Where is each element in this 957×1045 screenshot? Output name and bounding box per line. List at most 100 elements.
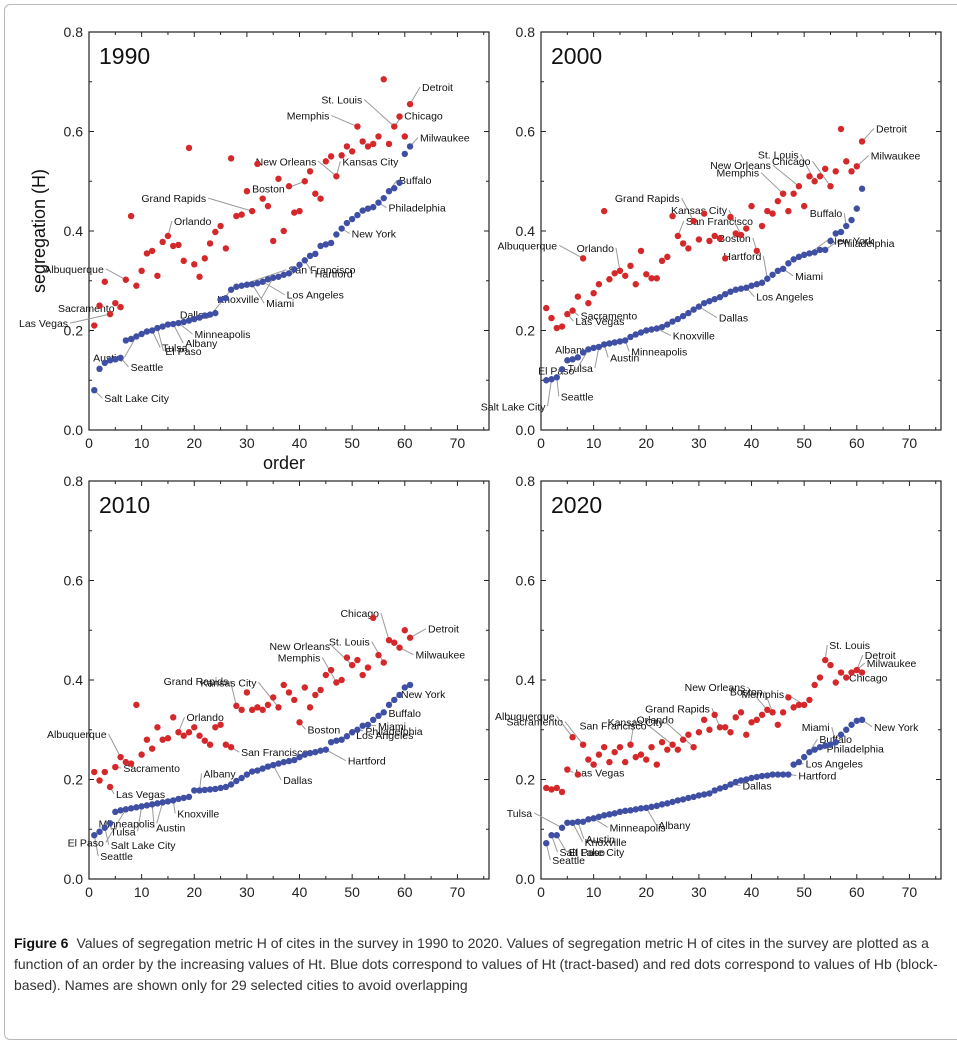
- block-point: [774, 721, 782, 728]
- tract-point: [338, 736, 345, 743]
- block-point: [669, 741, 676, 748]
- leader-line: [746, 686, 768, 711]
- block-point: [185, 144, 193, 152]
- tract-point: [280, 271, 287, 278]
- city-label: Philadelphia: [388, 203, 445, 215]
- block-point: [101, 768, 108, 776]
- tract-point: [248, 281, 256, 288]
- block-point: [238, 211, 245, 218]
- tract-point: [133, 804, 140, 811]
- tract-point: [343, 219, 351, 227]
- block-point: [622, 272, 629, 279]
- tract-point: [91, 832, 98, 839]
- block-point: [196, 732, 203, 739]
- block-point: [685, 731, 692, 738]
- tract-point: [275, 273, 282, 280]
- tract-point: [616, 808, 624, 816]
- block-point: [679, 240, 687, 247]
- block-point: [306, 168, 314, 175]
- leader-line: [558, 244, 584, 259]
- tract-point: [327, 239, 335, 247]
- panel-year-label: 1990: [99, 43, 150, 69]
- city-label: Los Angeles: [806, 759, 863, 771]
- block-point: [217, 721, 224, 728]
- tract-point: [606, 811, 613, 818]
- city-label: Grand Rapids: [615, 193, 680, 205]
- block-point: [727, 213, 734, 221]
- tract-point: [816, 246, 824, 254]
- tract-point: [301, 257, 308, 264]
- figure-charts: 0.0 0.2 0.4 0.6 0.8 0 10 20 30 40 50 60 70 1990 segreg…: [19, 24, 942, 900]
- tract-point: [553, 832, 560, 839]
- block-point: [832, 679, 839, 686]
- block-point: [212, 724, 219, 731]
- city-label: El Paso: [165, 346, 201, 358]
- block-point: [133, 701, 140, 709]
- block-point: [716, 724, 724, 731]
- tract-point: [143, 802, 151, 809]
- tract-point: [827, 237, 834, 245]
- city-label: Austin: [156, 822, 185, 834]
- city-label: Sacramento: [581, 311, 638, 323]
- block-point: [743, 731, 750, 738]
- figure-caption: Figure 6 Values of segregation metric H o…: [14, 933, 949, 996]
- tract-point: [564, 357, 571, 364]
- tract-point: [201, 786, 208, 794]
- x-tick-label: 70: [450, 884, 466, 900]
- city-label: Knoxville: [585, 837, 627, 849]
- block-point: [553, 784, 560, 792]
- block-point: [774, 197, 782, 205]
- block-point: [285, 689, 293, 696]
- block-point: [700, 716, 708, 723]
- block-point: [138, 751, 145, 758]
- tract-point: [732, 778, 739, 786]
- leader-line: [325, 749, 347, 762]
- block-point: [600, 743, 608, 751]
- x-tick-label: 50: [796, 435, 812, 451]
- tract-point: [622, 807, 629, 815]
- block-point: [259, 706, 266, 714]
- block-point: [227, 155, 235, 162]
- block-point: [112, 763, 119, 771]
- y-tick-label: 0.2: [64, 323, 84, 339]
- block-point: [648, 743, 655, 751]
- block-point: [270, 694, 277, 701]
- city-label: St. Louis: [758, 149, 799, 161]
- city-label: San Francisco: [288, 265, 355, 277]
- tract-point: [164, 798, 172, 805]
- tract-point: [637, 329, 645, 336]
- tract-point: [774, 771, 782, 778]
- x-tick-label: 60: [849, 884, 865, 900]
- tract-point: [643, 327, 650, 334]
- block-point: [822, 165, 829, 173]
- block-point: [364, 143, 372, 150]
- tract-point: [191, 315, 198, 323]
- tract-point: [317, 747, 324, 754]
- leader-line: [572, 822, 584, 843]
- tract-point: [822, 246, 829, 254]
- tract-point: [370, 203, 377, 211]
- block-point: [553, 324, 560, 332]
- tract-point: [185, 317, 193, 324]
- block-point: [206, 741, 214, 748]
- tract-point: [227, 286, 235, 293]
- city-label: Los Angeles: [756, 292, 813, 304]
- tract-point: [259, 278, 266, 285]
- block-point: [585, 756, 592, 763]
- x-tick-label: 10: [134, 884, 150, 900]
- tract-point: [370, 716, 377, 723]
- tract-point: [233, 777, 240, 785]
- block-point: [585, 299, 592, 307]
- tract-point: [722, 290, 729, 298]
- block-point: [785, 207, 792, 215]
- leader-line: [363, 99, 395, 127]
- block-point: [148, 745, 156, 752]
- tract-point: [716, 785, 724, 792]
- x-tick-label: 40: [292, 435, 308, 451]
- block-point: [748, 202, 755, 210]
- tract-point: [291, 756, 298, 764]
- city-label: Las Vegas: [19, 318, 68, 330]
- city-label: Albany: [204, 768, 237, 780]
- block-point: [259, 195, 266, 202]
- leader-line: [681, 197, 695, 222]
